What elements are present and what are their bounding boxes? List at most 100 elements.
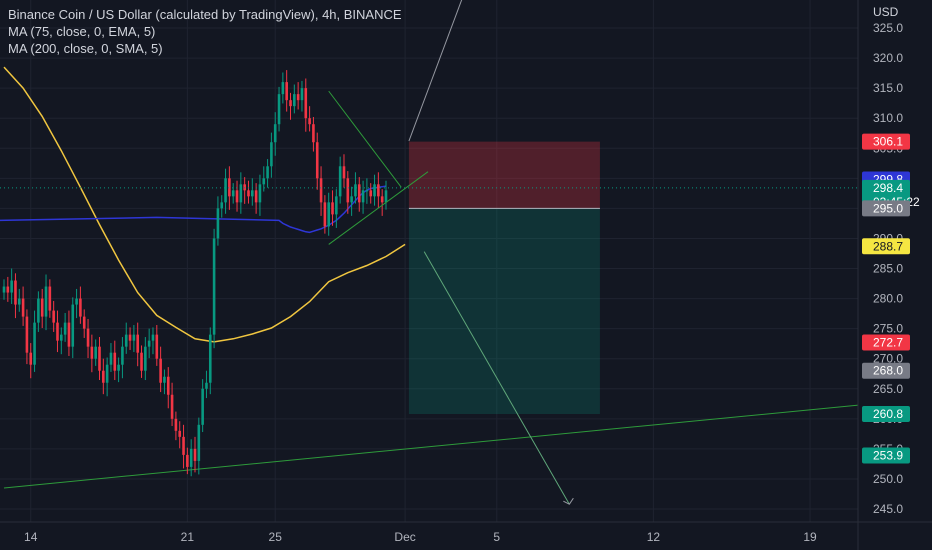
candle-body[interactable] (128, 334, 132, 341)
candle-body[interactable] (178, 430, 182, 437)
candle-body[interactable] (79, 298, 82, 317)
candle-body[interactable] (174, 418, 178, 431)
candle-body[interactable] (37, 298, 40, 323)
candle-body[interactable] (312, 124, 315, 143)
candle-body[interactable] (300, 88, 304, 101)
candle-body[interactable] (369, 190, 373, 197)
candle-body[interactable] (258, 184, 262, 203)
candle-body[interactable] (296, 94, 300, 101)
candle-body[interactable] (144, 346, 147, 371)
candle-body[interactable] (63, 322, 67, 335)
chart-title[interactable]: Binance Coin / US Dollar (calculated by … (8, 7, 402, 22)
triangle-upper-line[interactable] (328, 90, 402, 188)
candle-body[interactable] (377, 184, 380, 197)
candle-body[interactable] (335, 196, 338, 215)
candle-body[interactable] (140, 352, 143, 371)
candle-body[interactable] (124, 334, 128, 347)
candle-body[interactable] (231, 190, 235, 197)
candle-body[interactable] (346, 178, 350, 203)
candle-body[interactable] (247, 190, 250, 197)
candle-body[interactable] (98, 346, 101, 371)
candle-body[interactable] (163, 376, 166, 383)
candle-body[interactable] (109, 352, 113, 365)
candle-body[interactable] (6, 286, 10, 293)
candle-body[interactable] (10, 280, 13, 293)
candle-body[interactable] (331, 202, 334, 215)
candle-body[interactable] (147, 340, 151, 347)
candle-body[interactable] (373, 184, 376, 197)
candle-body[interactable] (132, 334, 136, 341)
indicator-ema75-label[interactable]: MA (75, close, 0, EMA, 5) (8, 24, 156, 39)
candle-body[interactable] (273, 124, 277, 143)
candle-body[interactable] (60, 334, 63, 341)
candle-body[interactable] (2, 286, 6, 293)
candle-body[interactable] (277, 94, 281, 125)
projection-down-line[interactable] (423, 251, 570, 505)
projection-up-line[interactable] (408, 0, 463, 142)
support-trendline[interactable] (3, 404, 860, 489)
candle-body[interactable] (136, 334, 139, 353)
candle-body[interactable] (228, 178, 231, 197)
candle-body[interactable] (166, 376, 170, 395)
candle-body[interactable] (224, 178, 227, 203)
candle-body[interactable] (48, 286, 52, 311)
candle-body[interactable] (121, 346, 124, 365)
candle-body[interactable] (243, 184, 246, 191)
candle-body[interactable] (205, 382, 208, 389)
candle-body[interactable] (189, 448, 193, 467)
candle-body[interactable] (254, 190, 258, 203)
candle-body[interactable] (86, 328, 90, 347)
triangle-lower-line[interactable] (328, 171, 429, 245)
candle-body[interactable] (285, 82, 288, 101)
sma200-line[interactable] (3, 66, 406, 343)
candle-body[interactable] (239, 184, 243, 203)
candle-body[interactable] (342, 166, 346, 179)
candle-body[interactable] (94, 346, 97, 359)
candle-body[interactable] (105, 364, 109, 383)
candle-body[interactable] (380, 196, 384, 203)
candle-body[interactable] (29, 352, 33, 365)
candle-body[interactable] (113, 352, 117, 371)
candle-body[interactable] (14, 280, 17, 305)
candle-body[interactable] (384, 190, 388, 203)
candle-body[interactable] (182, 436, 185, 455)
candle-body[interactable] (289, 100, 292, 107)
candle-body[interactable] (216, 208, 220, 239)
candle-body[interactable] (323, 202, 327, 227)
candle-body[interactable] (315, 142, 319, 179)
candle-body[interactable] (251, 190, 254, 197)
candle-body[interactable] (235, 190, 239, 203)
candle-body[interactable] (266, 166, 269, 179)
candle-body[interactable] (327, 202, 330, 227)
candle-body[interactable] (56, 322, 59, 341)
candle-body[interactable] (201, 388, 204, 425)
candle-body[interactable] (308, 118, 311, 125)
candle-body[interactable] (350, 196, 353, 203)
candle-body[interactable] (71, 304, 75, 347)
candle-body[interactable] (338, 166, 342, 197)
candle-body[interactable] (270, 142, 273, 167)
time-axis[interactable] (0, 522, 932, 550)
candle-body[interactable] (90, 346, 94, 359)
indicator-sma200-label[interactable]: MA (200, close, 0, SMA, 5) (8, 41, 163, 56)
candle-body[interactable] (357, 184, 361, 203)
candle-body[interactable] (304, 88, 308, 119)
candle-body[interactable] (151, 334, 155, 341)
candle-body[interactable] (17, 298, 21, 305)
candle-body[interactable] (197, 424, 201, 461)
candle-body[interactable] (40, 298, 44, 317)
candle-body[interactable] (102, 370, 105, 383)
candle-body[interactable] (220, 202, 224, 209)
candle-body[interactable] (159, 358, 162, 383)
candle-body[interactable] (281, 82, 285, 95)
candle-body[interactable] (33, 322, 36, 365)
candle-body[interactable] (21, 298, 25, 317)
candle-body[interactable] (354, 184, 357, 197)
reward-zone[interactable] (408, 208, 600, 415)
candle-body[interactable] (361, 190, 365, 203)
candle-body[interactable] (170, 394, 174, 419)
candle-body[interactable] (67, 322, 71, 347)
candle-body[interactable] (212, 238, 216, 335)
candle-body[interactable] (262, 178, 266, 185)
